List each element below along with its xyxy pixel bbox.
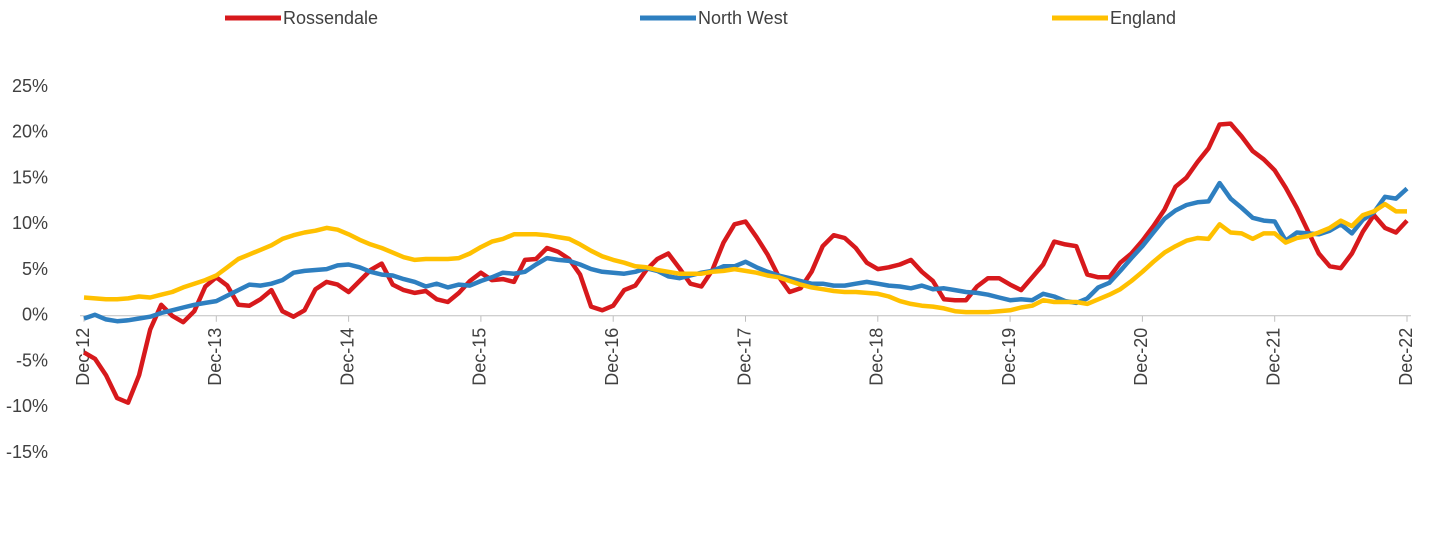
y-tick-label: 15% <box>12 167 48 187</box>
x-tick-label: Dec-14 <box>337 328 357 386</box>
series-line <box>82 121 1409 405</box>
y-tick-label: 0% <box>22 305 48 325</box>
legend-label: North West <box>698 8 788 28</box>
x-tick-label: Dec-13 <box>205 328 225 386</box>
y-tick-label: 25% <box>12 76 48 96</box>
y-tick-label: 20% <box>12 122 48 142</box>
x-tick-label: Dec-17 <box>734 328 754 386</box>
y-tick-label: 10% <box>12 213 48 233</box>
x-tick-label: Dec-22 <box>1396 328 1416 386</box>
legend-label: England <box>1110 8 1176 28</box>
x-tick-label: Dec-15 <box>470 328 490 386</box>
x-tick-label: Dec-20 <box>1131 328 1151 386</box>
series-line <box>83 201 1407 315</box>
legend-label: Rossendale <box>283 8 378 28</box>
x-tick-label: Dec-12 <box>73 328 93 386</box>
series-line <box>83 180 1409 324</box>
y-tick-label: 5% <box>22 259 48 279</box>
x-tick-label: Dec-18 <box>867 328 887 386</box>
x-tick-label: Dec-19 <box>999 328 1019 386</box>
x-tick-label: Dec-16 <box>602 328 622 386</box>
y-tick-label: -5% <box>16 350 48 370</box>
y-tick-label: -15% <box>6 442 48 462</box>
y-tick-label: -10% <box>6 396 48 416</box>
x-tick-label: Dec-21 <box>1263 328 1283 386</box>
